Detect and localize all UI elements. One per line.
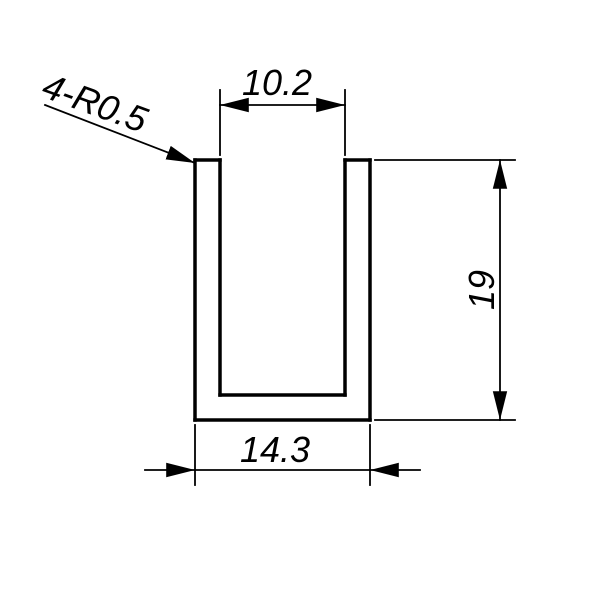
radius-note-text: 4-R0.5 — [37, 65, 153, 141]
dim-inner-width-text: 10.2 — [242, 62, 312, 103]
drawing-canvas: 10.2 14.3 19 4-R0.5 — [0, 0, 600, 600]
radius-note: 4-R0.5 — [37, 65, 195, 163]
u-channel-profile — [195, 160, 370, 420]
dim-outer-width-text: 14.3 — [240, 429, 310, 470]
dim-height-text: 19 — [461, 270, 502, 310]
dim-outer-width: 14.3 — [145, 425, 420, 485]
dim-inner-width: 10.2 — [220, 62, 345, 155]
dim-height: 19 — [375, 160, 515, 420]
